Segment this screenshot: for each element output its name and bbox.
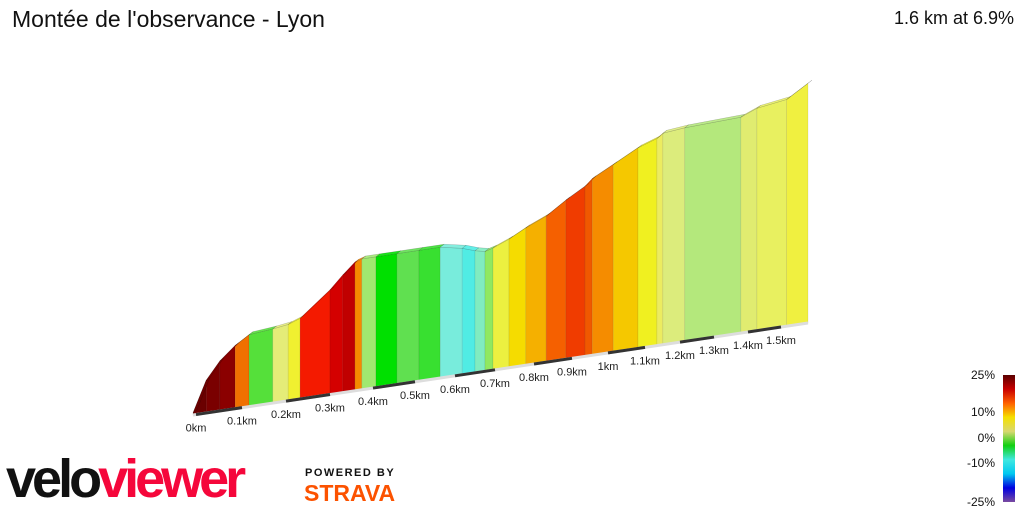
axis-segment — [679, 335, 715, 344]
gradient-segment — [492, 238, 510, 371]
gradient-segment — [219, 344, 236, 412]
x-tick-label: 1.2km — [665, 350, 695, 362]
legend-label-10: 10% — [970, 405, 995, 419]
gradient-segment — [662, 127, 686, 346]
legend-label-0: 0% — [977, 431, 995, 445]
veloviewer-logo: veloviewer — [6, 449, 246, 509]
x-tick-label: 1.5km — [766, 335, 796, 347]
profile-ridge — [786, 79, 813, 100]
gradient-segment — [584, 177, 593, 357]
gradient-segment — [354, 258, 363, 392]
gradient-segment — [740, 107, 758, 334]
gradient-segment — [375, 253, 398, 388]
gradient-segment — [545, 199, 567, 363]
axis-segment — [195, 406, 243, 417]
gradient-segment — [205, 359, 221, 414]
legend-label-minus10: -10% — [966, 456, 995, 470]
x-tick-label: 1.3km — [699, 345, 729, 357]
powered-by-text: POWERED BY — [305, 467, 396, 479]
axis-segment — [372, 380, 416, 390]
axis-segment — [747, 325, 782, 334]
x-tick-label: 0.6km — [440, 384, 470, 396]
gradient-segment — [299, 289, 331, 400]
x-tick-label: 0.5km — [400, 390, 430, 402]
gradient-segment — [329, 274, 344, 395]
x-tick-label: 0km — [186, 423, 207, 435]
gradient-segment — [361, 256, 377, 391]
gradient-segment — [525, 215, 547, 366]
gradient-segment — [656, 132, 664, 346]
x-tick-label: 1.1km — [630, 355, 660, 367]
legend-label-25: 25% — [970, 368, 995, 382]
gradient-segment — [484, 247, 494, 372]
gradient-segment — [461, 247, 476, 376]
x-tick-label: 0.7km — [480, 378, 510, 390]
gradient-segment — [684, 116, 742, 342]
x-tick-label: 0.3km — [315, 403, 345, 415]
gradient-segment — [234, 334, 250, 410]
x-tick-label: 1km — [598, 361, 619, 373]
gradient-segment — [786, 82, 809, 327]
gradient-segment — [756, 99, 787, 331]
x-tick-label: 0.2km — [271, 409, 301, 421]
gradient-segment — [612, 147, 639, 353]
gradient-legend-bar — [1003, 375, 1015, 502]
axis-segment — [607, 345, 646, 355]
gradient-segment — [474, 250, 486, 374]
gradient-segment — [272, 324, 289, 404]
x-tick-label: 0.8km — [519, 372, 549, 384]
gradient-segment — [248, 328, 274, 407]
legend-label-minus25: -25% — [966, 495, 995, 509]
x-tick-label: 1.4km — [733, 340, 763, 352]
gradient-segment — [342, 261, 356, 393]
strava-logo: STRAVA — [304, 480, 396, 506]
gradient-segment — [418, 246, 441, 382]
gradient-segment — [396, 250, 420, 385]
climb-summary: 1.6 km at 6.9% — [893, 8, 1014, 28]
x-tick-label: 0.1km — [227, 416, 257, 428]
axis-segment — [454, 368, 496, 378]
gradient-segment — [439, 246, 463, 379]
axis-segment — [285, 393, 331, 403]
page-title: Montée de l'observance - Lyon — [12, 6, 325, 32]
axis-segment — [533, 356, 573, 366]
x-tick-label: 0.4km — [358, 396, 388, 408]
gradient-segment — [508, 227, 527, 369]
x-tick-label: 0.9km — [557, 366, 587, 378]
gradient-segment — [565, 185, 586, 360]
gradient-segment — [637, 138, 658, 349]
gradient-segment — [287, 317, 301, 402]
gradient-segment — [591, 164, 614, 356]
